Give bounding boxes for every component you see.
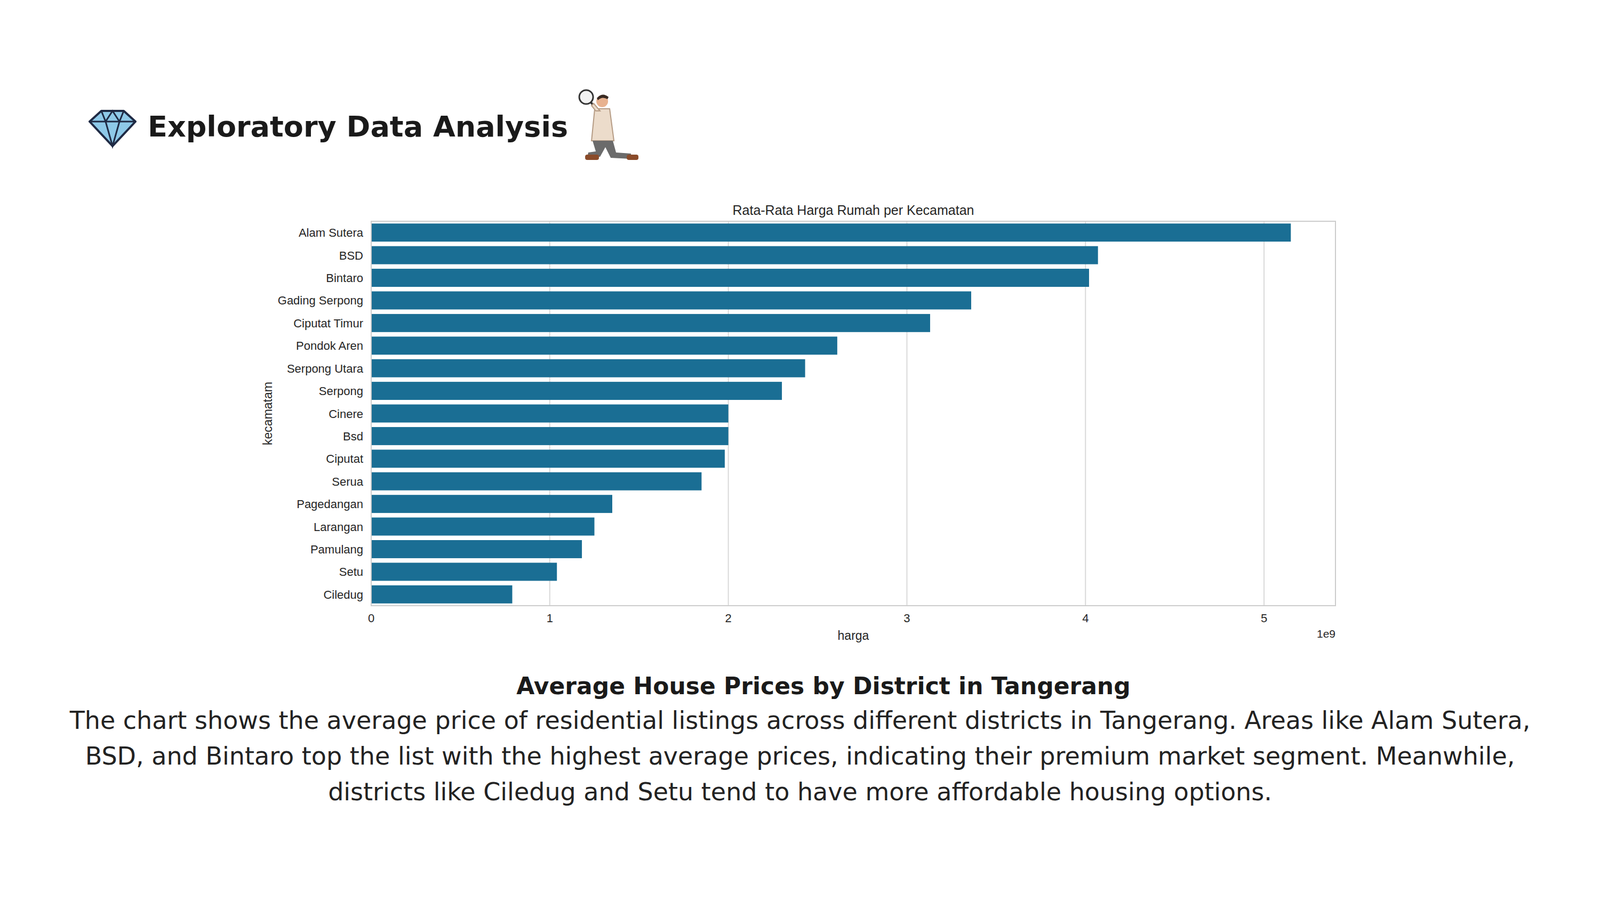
bar <box>371 223 1291 242</box>
caption-title: Average House Prices by District in Tang… <box>516 672 1131 700</box>
x-axis-label: harga <box>837 628 870 643</box>
diamond-line <box>89 121 136 123</box>
axis-offset-label: 1e9 <box>1316 627 1336 640</box>
x-tick-label: 5 <box>1260 611 1268 626</box>
x-tick-label: 2 <box>725 611 732 626</box>
bars <box>371 223 1291 604</box>
bar <box>371 517 595 536</box>
bar <box>371 381 782 400</box>
grid-line <box>1263 221 1265 606</box>
diamond-line <box>105 110 120 122</box>
x-tick-label: 3 <box>903 611 910 626</box>
bar <box>371 359 806 378</box>
bar <box>371 427 729 446</box>
bar <box>371 404 729 423</box>
x-tick-label: 1 <box>546 611 554 626</box>
category-label: Serpong <box>318 384 364 398</box>
bar <box>371 336 838 355</box>
bar <box>371 314 931 333</box>
category-label: Larangan <box>313 520 364 534</box>
y-axis-label: kecamatam <box>260 381 275 446</box>
x-tick-label: 0 <box>368 611 375 626</box>
caption-text: The chart shows the average price of res… <box>58 702 1542 811</box>
category-label: Setu <box>339 565 364 579</box>
header-title: Exploratory Data Analysis <box>147 109 568 144</box>
category-label: Gading Serpong <box>277 293 364 308</box>
diamond-line <box>101 110 124 147</box>
category-label: Serpong Utara <box>286 362 364 376</box>
bar <box>371 246 1099 265</box>
bar <box>371 291 972 310</box>
category-label: Ciputat <box>325 452 364 466</box>
bar <box>371 268 1090 287</box>
bar <box>371 494 613 514</box>
category-label: Bsd <box>342 429 364 444</box>
arm <box>591 103 600 111</box>
plot-frame <box>371 221 1336 606</box>
shoe <box>626 154 639 160</box>
grid <box>371 221 1264 606</box>
category-label: Bintaro <box>325 271 364 285</box>
bar <box>371 585 513 604</box>
coat <box>591 108 614 141</box>
category-label: Ciputat Timur <box>293 316 364 331</box>
category-label: Pamulang <box>310 542 364 557</box>
bar <box>371 472 702 491</box>
diamond-icon <box>89 110 136 147</box>
header: Exploratory Data Analysis <box>89 90 639 160</box>
category-label: Alam Sutera <box>298 226 364 240</box>
hair <box>596 94 609 101</box>
category-label: Pondok Aren <box>296 339 364 353</box>
chart-title: Rata-Rata Harga Rumah per Kecamatan <box>732 202 974 218</box>
category-label: Ciledug <box>323 588 364 602</box>
category-label: Cinere <box>328 407 364 421</box>
detective-illustration <box>579 90 639 160</box>
category-label: Serua <box>331 475 364 489</box>
y-tick-labels: Alam Sutera BSD Bintaro Gading Serpong Ciput… <box>277 226 364 602</box>
bar <box>371 562 557 581</box>
category-label: BSD <box>339 249 364 263</box>
shoe <box>585 154 599 160</box>
x-tick-labels: 0 1 2 3 4 5 <box>368 611 1268 626</box>
bar <box>371 449 725 468</box>
category-label: Pagedangan <box>296 497 364 511</box>
magnifier-lens <box>579 90 594 104</box>
x-tick-label: 4 <box>1082 611 1089 626</box>
chart: Rata-Rata Harga Rumah per Kecamatan Alam … <box>260 202 1336 643</box>
diamond-body <box>89 110 136 147</box>
bar <box>371 540 582 559</box>
